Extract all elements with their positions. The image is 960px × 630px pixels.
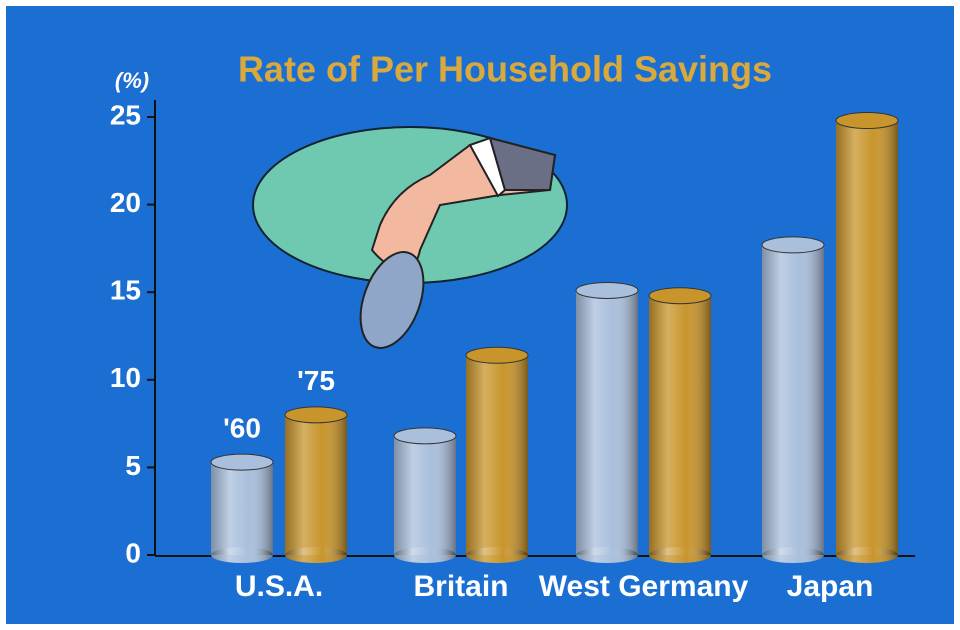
x-tick-label: Japan bbox=[787, 570, 874, 603]
y-tick-label: 0 bbox=[125, 537, 141, 568]
bar-shade bbox=[576, 290, 638, 555]
y-tick-label: 15 bbox=[110, 275, 141, 306]
cylinder-base-shade bbox=[649, 547, 711, 563]
bar-shade bbox=[466, 355, 528, 555]
cylinder-base-shade bbox=[576, 547, 638, 563]
page: {"chart_data": {"type": "bar", "title": … bbox=[0, 0, 960, 630]
x-tick-label: West Germany bbox=[539, 570, 749, 603]
bar-shade bbox=[394, 436, 456, 555]
cylinder-top bbox=[285, 407, 347, 423]
cylinder-base-shade bbox=[211, 547, 273, 563]
cylinder-base-shade bbox=[285, 547, 347, 563]
bar-shade bbox=[762, 245, 824, 555]
cylinder-top bbox=[211, 454, 273, 470]
legend-label: '60 bbox=[223, 413, 261, 444]
y-tick-label: 25 bbox=[110, 99, 141, 130]
chart-title: Rate of Per Household Savings bbox=[238, 49, 772, 90]
bar-shade bbox=[649, 296, 711, 555]
legend-label: '75 bbox=[297, 365, 335, 396]
cylinder-base-shade bbox=[466, 547, 528, 563]
y-axis-label: (%) bbox=[115, 68, 149, 93]
x-tick-label: Britain bbox=[413, 570, 508, 603]
bar-shade bbox=[285, 415, 347, 555]
x-tick-label: U.S.A. bbox=[235, 570, 323, 603]
chart: Rate of Per Household Savings (%) 0 5 10 15… bbox=[0, 0, 960, 630]
y-tick-label: 5 bbox=[125, 450, 141, 481]
cylinder-top bbox=[649, 288, 711, 304]
cylinder-top bbox=[576, 282, 638, 298]
cylinder-base-shade bbox=[394, 547, 456, 563]
bar-shade bbox=[211, 462, 273, 555]
cylinder-top bbox=[762, 237, 824, 253]
cylinder-top bbox=[836, 113, 898, 129]
cylinder-top bbox=[394, 428, 456, 444]
bar-shade bbox=[836, 121, 898, 555]
cylinder-base-shade bbox=[762, 547, 824, 563]
cylinder-top bbox=[466, 347, 528, 363]
y-tick-label: 20 bbox=[110, 187, 141, 218]
y-tick-label: 10 bbox=[110, 362, 141, 393]
cylinder-base-shade bbox=[836, 547, 898, 563]
